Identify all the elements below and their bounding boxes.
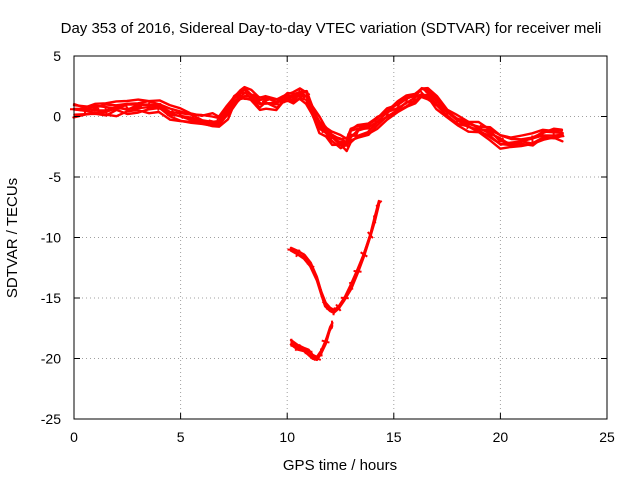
data-point <box>355 128 361 137</box>
y-tick-label: -15 <box>41 290 61 306</box>
data-point <box>319 289 323 298</box>
data-point <box>177 111 184 120</box>
axis-ticks: 0 5 10 15 20 25 -25 -20 -15 -10 -5 0 5 <box>41 48 615 445</box>
data-point <box>348 281 354 290</box>
data-point <box>197 117 206 124</box>
data-point <box>418 88 425 96</box>
data-point <box>466 120 471 130</box>
y-tick-label: -10 <box>41 230 61 246</box>
data-point <box>187 115 196 121</box>
data-point <box>261 98 270 104</box>
data-point <box>302 92 311 99</box>
y-tick-label: 0 <box>53 109 61 125</box>
x-axis-title: GPS time / hours <box>283 457 397 474</box>
data-point <box>372 215 377 224</box>
data-point <box>347 133 356 136</box>
data-point <box>395 102 401 111</box>
data-point <box>230 98 238 106</box>
data-point <box>83 106 87 115</box>
data-point <box>157 102 162 111</box>
data-point <box>540 131 546 140</box>
data-point <box>312 356 322 361</box>
data-point <box>372 119 381 124</box>
grid <box>74 56 607 419</box>
data-point <box>325 307 334 313</box>
y-axis-title: SDTVAR / TECUs <box>4 178 21 298</box>
chart-title: Day 353 of 2016, Sidereal Day-to-day VTE… <box>61 20 602 37</box>
data-point <box>295 249 301 258</box>
y-tick-label: -25 <box>41 411 61 427</box>
data-point <box>332 307 336 316</box>
data-point <box>364 127 373 130</box>
data-point <box>290 94 298 103</box>
x-tick-label: 5 <box>177 429 185 445</box>
data-point <box>298 89 302 98</box>
data-point <box>404 96 409 105</box>
data-point <box>272 99 281 107</box>
data-point <box>360 251 368 258</box>
data-point <box>302 252 307 261</box>
data-point <box>486 129 493 138</box>
data-point <box>559 129 565 138</box>
data-point <box>315 274 320 283</box>
data-point <box>385 109 390 119</box>
data-point <box>146 101 151 110</box>
data-point <box>237 90 243 99</box>
data-point <box>91 107 100 111</box>
data-point <box>294 343 302 352</box>
data-point <box>433 97 439 107</box>
x-tick-label: 15 <box>386 429 402 445</box>
data-point <box>240 90 249 97</box>
data-point <box>327 136 337 141</box>
x-tick-label: 25 <box>599 429 615 445</box>
data-point <box>353 270 362 273</box>
data-point <box>336 139 345 145</box>
data-point <box>113 104 121 112</box>
x-tick-label: 0 <box>70 429 78 445</box>
data-point <box>315 121 323 129</box>
y-tick-label: 5 <box>53 48 61 64</box>
data-series <box>70 85 565 362</box>
data-point <box>327 325 333 334</box>
data-point <box>124 104 131 112</box>
data-point <box>225 108 230 117</box>
series-arc-lower-strand <box>289 321 334 359</box>
data-point <box>281 95 285 104</box>
data-point <box>166 109 174 117</box>
data-point <box>424 90 432 97</box>
y-tick-label: -5 <box>49 169 62 185</box>
data-point <box>283 93 291 101</box>
data-point <box>345 139 349 148</box>
series-main-strand <box>72 85 564 141</box>
data-point <box>412 93 418 102</box>
data-point <box>309 353 317 362</box>
data-point <box>321 339 330 344</box>
y-tick-label: -20 <box>41 351 61 367</box>
data-point <box>496 137 505 145</box>
data-point <box>104 106 108 115</box>
x-tick-label: 20 <box>493 429 509 445</box>
data-point <box>367 231 374 239</box>
data-point <box>247 93 255 101</box>
data-point <box>375 200 383 208</box>
data-point <box>453 118 462 125</box>
data-point <box>311 106 315 115</box>
data-point <box>321 128 330 134</box>
data-point <box>216 118 222 127</box>
data-point <box>519 137 525 147</box>
data-point <box>208 119 217 124</box>
data-point <box>306 262 315 269</box>
data-point <box>304 350 313 355</box>
data-point <box>476 124 482 133</box>
x-tick-label: 10 <box>279 429 295 445</box>
data-point <box>335 303 342 312</box>
data-point <box>506 141 516 145</box>
data-point <box>256 98 263 106</box>
data-point <box>319 348 323 357</box>
data-point <box>321 300 330 308</box>
